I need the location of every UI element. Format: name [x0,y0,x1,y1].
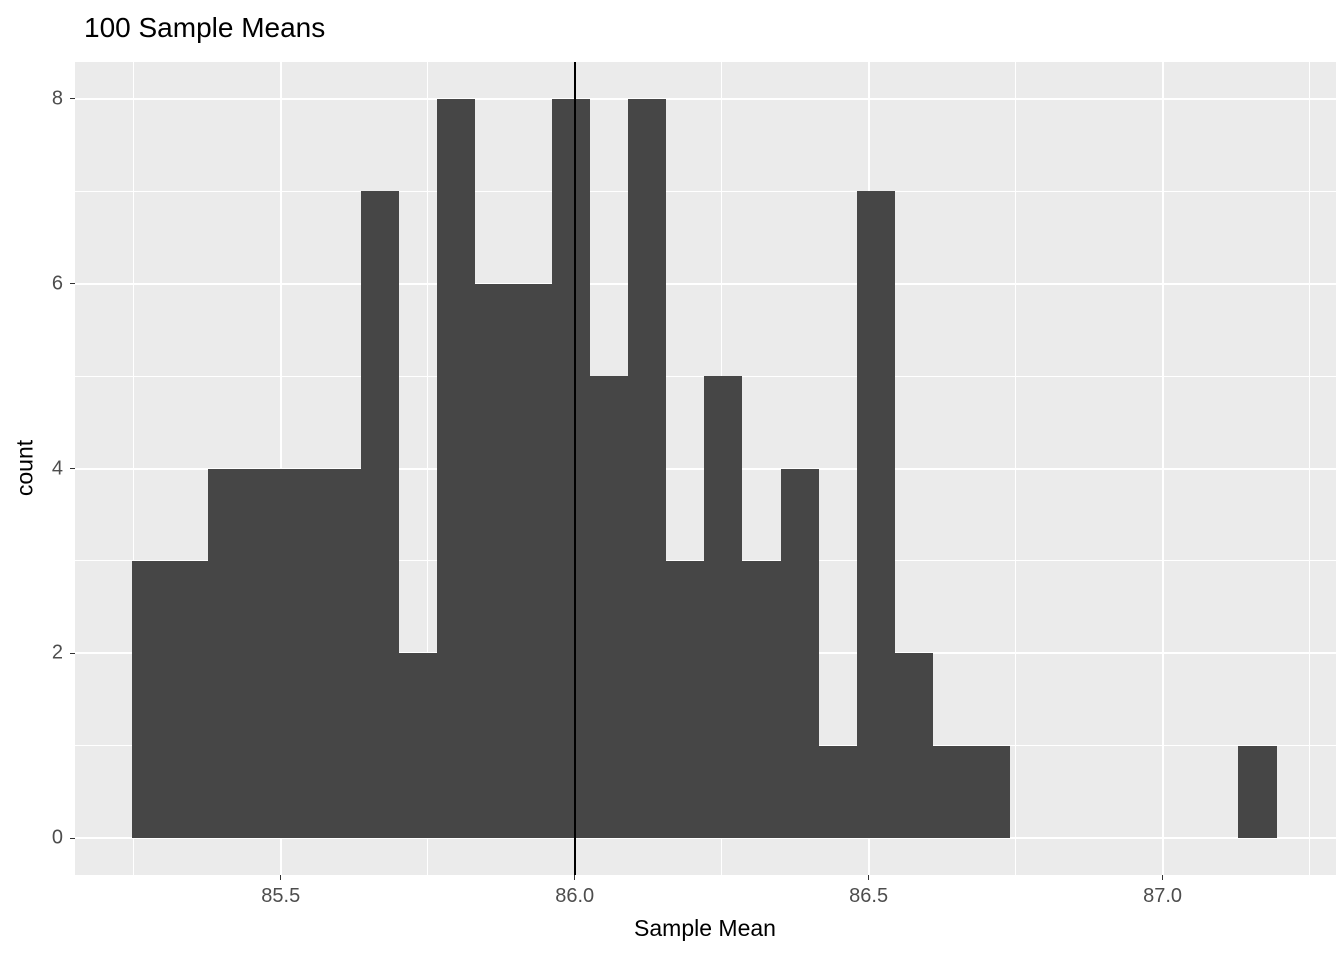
histogram-bar [437,98,476,839]
histogram-bar [399,653,438,839]
histogram-bar [933,745,972,839]
histogram-bar [742,560,781,839]
y-major-gridline [75,282,1336,285]
x-tick-mark [868,875,870,880]
y-tick-label: 6 [51,272,63,295]
y-axis-title: count [11,439,38,497]
x-tick-label: 86.0 [555,885,595,907]
chart-title: 100 Sample Means [84,12,326,43]
y-major-gridline [75,97,1336,100]
histogram-bar [132,560,171,839]
x-tick-label: 85.5 [261,885,301,907]
histogram-bar [246,468,285,839]
histogram-bar [284,468,323,839]
y-minor-gridline [75,190,1336,192]
y-tick-mark [70,468,75,469]
y-major-gridline [75,837,1336,840]
histogram-bar [589,376,628,839]
histogram-bar [818,745,857,839]
histogram-bar [322,468,361,839]
y-tick-mark [70,837,75,839]
histogram-bar [628,98,667,839]
histogram-bar [551,98,590,839]
y-tick-label: 4 [51,457,63,479]
histogram-bar [780,468,819,839]
histogram-bar [856,191,896,839]
y-tick-mark [70,652,75,654]
histogram-bar [971,745,1010,839]
histogram-bar [208,468,247,839]
x-tick-mark [1162,875,1164,880]
histogram-bar [513,283,552,839]
x-tick-label: 86.5 [849,885,889,907]
histogram-bar [475,283,514,839]
y-tick-label: 2 [51,641,63,664]
x-tick-label: 87.0 [1143,885,1183,907]
histogram-bar [704,376,743,839]
plot-panel [75,62,1336,875]
x-tick-mark [280,875,282,880]
y-tick-mark [70,98,75,100]
y-tick-mark [70,283,75,285]
x-axis-title: Sample Mean [634,915,776,941]
mean-vline [573,62,576,875]
histogram-bar [666,560,705,839]
x-tick-mark [574,875,576,880]
y-tick-label: 0 [51,826,63,849]
histogram-bar [170,560,209,839]
y-tick-label: 8 [51,87,63,110]
histogram-bar [895,653,934,839]
histogram-bar [1238,745,1277,839]
histogram-bar [360,191,400,839]
